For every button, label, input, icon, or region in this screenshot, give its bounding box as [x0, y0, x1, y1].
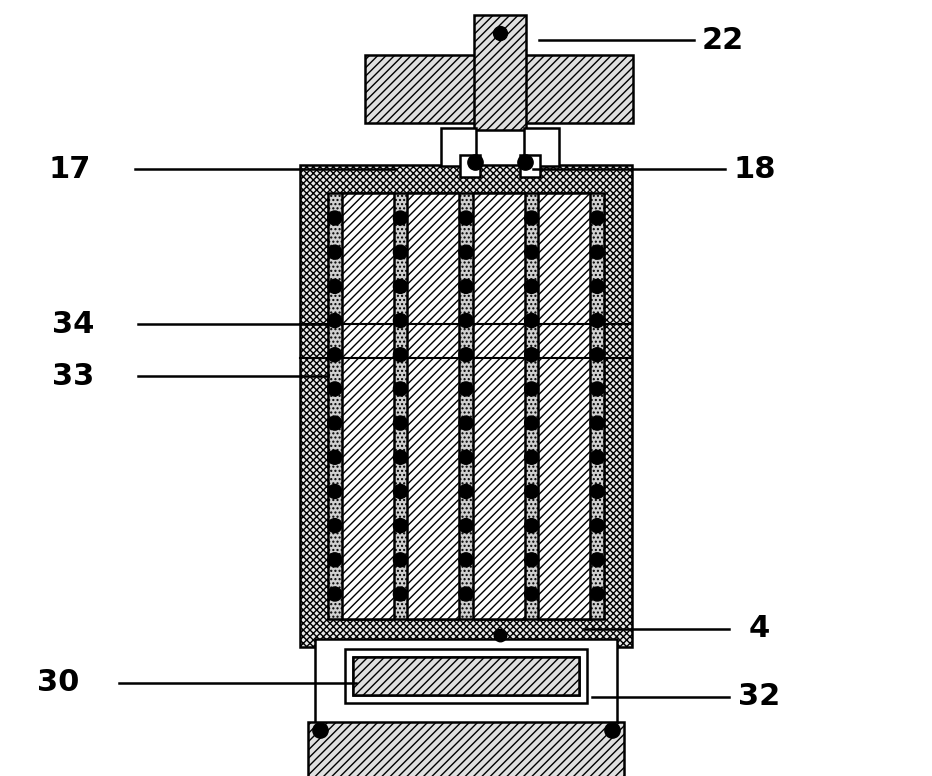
Text: 30: 30	[36, 668, 79, 698]
Circle shape	[590, 279, 604, 293]
Circle shape	[525, 279, 539, 293]
Circle shape	[590, 484, 604, 498]
Text: 18: 18	[733, 154, 776, 184]
Bar	[345, 649, 587, 703]
Circle shape	[525, 484, 539, 498]
Bar	[473, 193, 525, 619]
Text: 22: 22	[701, 26, 744, 55]
Circle shape	[459, 314, 473, 327]
Bar	[300, 165, 632, 647]
Bar	[460, 155, 480, 177]
Text: 4: 4	[749, 614, 770, 643]
Bar	[315, 639, 617, 727]
Circle shape	[328, 279, 342, 293]
Circle shape	[328, 518, 342, 532]
Circle shape	[525, 348, 539, 362]
Circle shape	[459, 348, 473, 362]
Bar	[308, 722, 624, 776]
Circle shape	[590, 211, 604, 225]
Circle shape	[328, 348, 342, 362]
Text: 34: 34	[51, 310, 94, 339]
Circle shape	[525, 416, 539, 430]
Circle shape	[590, 314, 604, 327]
Circle shape	[459, 382, 473, 396]
Circle shape	[525, 314, 539, 327]
Circle shape	[590, 348, 604, 362]
Circle shape	[328, 245, 342, 259]
Bar	[524, 128, 559, 166]
Circle shape	[590, 245, 604, 259]
Circle shape	[590, 382, 604, 396]
Circle shape	[525, 382, 539, 396]
Circle shape	[393, 416, 407, 430]
Circle shape	[525, 211, 539, 225]
Circle shape	[393, 518, 407, 532]
Bar	[539, 193, 590, 619]
Circle shape	[328, 587, 342, 601]
Circle shape	[590, 587, 604, 601]
Circle shape	[590, 416, 604, 430]
Circle shape	[328, 450, 342, 464]
Bar	[407, 193, 459, 619]
Bar	[353, 657, 579, 695]
Circle shape	[525, 587, 539, 601]
Circle shape	[459, 279, 473, 293]
Circle shape	[525, 518, 539, 532]
Circle shape	[328, 382, 342, 396]
Circle shape	[328, 484, 342, 498]
Circle shape	[459, 450, 473, 464]
Circle shape	[590, 450, 604, 464]
Circle shape	[459, 245, 473, 259]
Text: 32: 32	[738, 682, 781, 712]
Circle shape	[328, 211, 342, 225]
Bar	[342, 193, 393, 619]
Circle shape	[459, 587, 473, 601]
Circle shape	[328, 416, 342, 430]
Circle shape	[393, 348, 407, 362]
Bar	[441, 128, 476, 166]
Circle shape	[459, 211, 473, 225]
Circle shape	[393, 382, 407, 396]
Circle shape	[590, 518, 604, 532]
Circle shape	[393, 450, 407, 464]
Circle shape	[393, 484, 407, 498]
Circle shape	[525, 553, 539, 566]
Circle shape	[525, 245, 539, 259]
Text: 17: 17	[48, 154, 91, 184]
Circle shape	[328, 553, 342, 566]
Circle shape	[393, 587, 407, 601]
Bar	[365, 55, 633, 123]
Circle shape	[393, 245, 407, 259]
Bar	[353, 657, 579, 695]
Circle shape	[459, 518, 473, 532]
Circle shape	[393, 314, 407, 327]
Circle shape	[459, 553, 473, 566]
Circle shape	[525, 450, 539, 464]
Bar	[520, 155, 540, 177]
Bar	[474, 15, 526, 130]
Text: 33: 33	[51, 362, 94, 391]
Circle shape	[459, 484, 473, 498]
Circle shape	[459, 416, 473, 430]
Circle shape	[590, 553, 604, 566]
Circle shape	[393, 211, 407, 225]
Circle shape	[393, 279, 407, 293]
Circle shape	[393, 553, 407, 566]
Bar	[328, 193, 604, 619]
Circle shape	[328, 314, 342, 327]
